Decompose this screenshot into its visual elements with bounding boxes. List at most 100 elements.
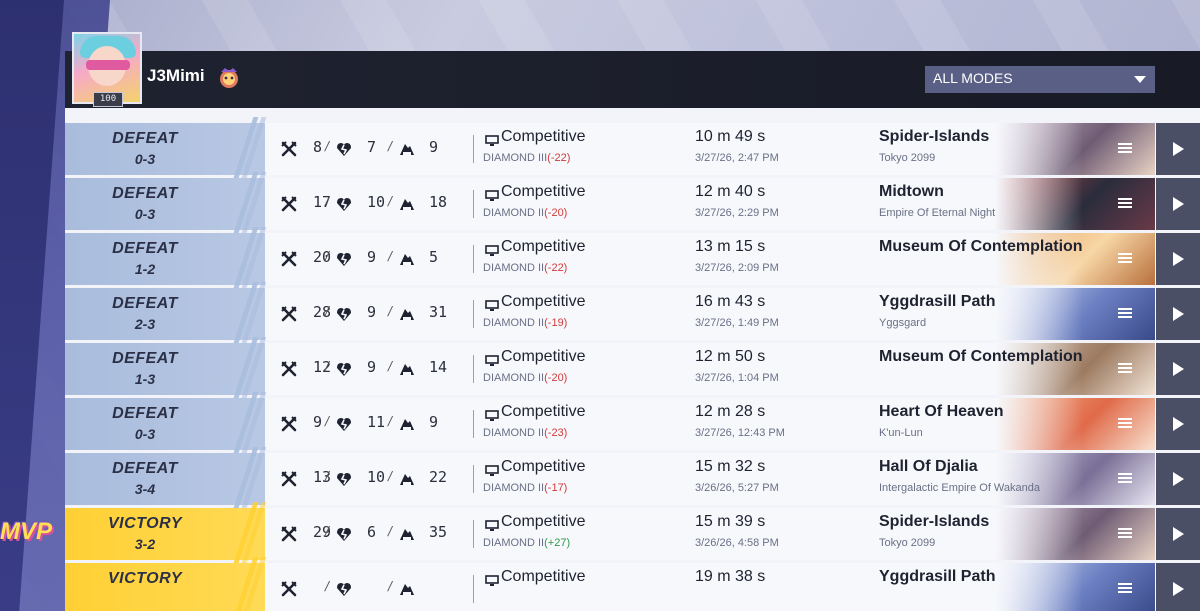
rank-info: DIAMOND III(-22) xyxy=(483,152,570,164)
menu-icon[interactable] xyxy=(1117,415,1133,431)
match-row[interactable]: DEFEAT 0-3 8/7/9 Competitive DIAMOND III(-22… xyxy=(65,117,1200,181)
kills-icon xyxy=(280,250,298,268)
match-row[interactable]: DEFEAT 0-3 17/10/18 Competitive DIAMOND II(-… xyxy=(65,172,1200,236)
kills-count: 20 xyxy=(313,248,332,266)
map-artwork xyxy=(995,453,1155,505)
kills-count: 8 xyxy=(313,138,323,156)
map-artwork xyxy=(995,123,1155,175)
rank-tier: DIAMOND II xyxy=(483,262,545,274)
match-row[interactable]: VICTORY / / Competitive 19 m 38 s Yggdrasill … xyxy=(65,557,1200,611)
map-artwork xyxy=(995,343,1155,395)
replay-button[interactable] xyxy=(1156,398,1200,450)
kills-count: 29 xyxy=(313,523,332,541)
kills-count: 13 xyxy=(313,468,332,486)
match-duration: 15 m 32 s xyxy=(695,458,766,475)
menu-icon[interactable] xyxy=(1117,195,1133,211)
map-region: Yggsgard xyxy=(879,317,927,329)
replay-button[interactable] xyxy=(1156,453,1200,505)
rank-info: DIAMOND II(-19) xyxy=(483,317,567,329)
mode-filter-dropdown[interactable]: ALL MODES xyxy=(925,66,1155,93)
result-accent xyxy=(232,557,267,611)
result-label: VICTORY xyxy=(107,515,183,532)
kills-count: 28 xyxy=(313,303,332,321)
result-accent xyxy=(232,117,267,181)
match-result: DEFEAT 2-3 xyxy=(65,288,265,340)
map-artwork-fade xyxy=(995,508,1155,560)
rank-delta: (-23) xyxy=(544,427,568,439)
menu-icon[interactable] xyxy=(1117,140,1133,156)
game-mode: Competitive xyxy=(501,568,586,585)
monitor-icon xyxy=(485,517,499,531)
monitor-icon xyxy=(485,572,499,586)
avatar-glasses xyxy=(86,60,130,70)
replay-button[interactable] xyxy=(1156,508,1200,560)
deaths-icon xyxy=(335,305,353,323)
menu-icon[interactable] xyxy=(1117,580,1133,596)
map-region: Tokyo 2099 xyxy=(879,537,936,549)
map-artwork-fade xyxy=(995,398,1155,450)
assists-icon xyxy=(398,470,416,488)
match-result: DEFEAT 1-3 xyxy=(65,343,265,395)
map-artwork-fade xyxy=(995,233,1155,285)
menu-icon[interactable] xyxy=(1117,470,1133,486)
match-row[interactable]: DEFEAT 1-2 20/9/5 Competitive DIAMOND II(-22… xyxy=(65,227,1200,291)
match-row[interactable]: VICTORY 3-2 29/6/35 Competitive DIAMOND II(+… xyxy=(65,502,1200,566)
result-label: DEFEAT xyxy=(112,460,178,477)
result-accent xyxy=(232,447,267,511)
map-artwork-fade xyxy=(995,123,1155,175)
rank-info: DIAMOND II(-20) xyxy=(483,372,567,384)
kda-separator: / xyxy=(325,249,330,263)
monitor-icon xyxy=(485,407,499,421)
replay-button[interactable] xyxy=(1156,178,1200,230)
menu-icon[interactable] xyxy=(1117,360,1133,376)
replay-button[interactable] xyxy=(1156,123,1200,175)
map-name: Midtown xyxy=(879,183,944,200)
kda-separator: / xyxy=(325,524,330,538)
menu-icon-bar xyxy=(1118,261,1132,263)
kda-separator: / xyxy=(388,304,393,318)
deaths-icon xyxy=(335,360,353,378)
kda-separator: / xyxy=(325,414,330,428)
replay-button[interactable] xyxy=(1156,563,1200,611)
menu-icon-bar xyxy=(1118,253,1132,255)
menu-icon[interactable] xyxy=(1117,250,1133,266)
deaths-icon xyxy=(335,250,353,268)
play-icon xyxy=(1173,527,1184,541)
kills-icon xyxy=(280,305,298,323)
match-datetime: 3/27/26, 1:04 PM xyxy=(695,372,779,384)
rank-tier: DIAMOND II xyxy=(483,207,545,219)
menu-icon[interactable] xyxy=(1117,525,1133,541)
replay-button[interactable] xyxy=(1156,288,1200,340)
map-name: Museum Of Contemplation xyxy=(879,238,1083,255)
assists-icon xyxy=(398,580,416,598)
deaths-count: 7 xyxy=(367,138,377,156)
column-divider xyxy=(473,245,474,273)
result-label: DEFEAT xyxy=(112,185,178,202)
result-score: 1-3 xyxy=(134,371,156,387)
map-artwork xyxy=(995,398,1155,450)
rank-tier: DIAMOND II xyxy=(483,537,545,549)
rank-info: DIAMOND II(-22) xyxy=(483,262,567,274)
replay-button[interactable] xyxy=(1156,233,1200,285)
menu-icon[interactable] xyxy=(1117,305,1133,321)
deaths-icon xyxy=(335,140,353,158)
result-label: DEFEAT xyxy=(112,130,178,147)
match-duration: 16 m 43 s xyxy=(695,293,766,310)
match-row[interactable]: DEFEAT 0-3 9/11/9 Competitive DIAMOND II(-23… xyxy=(65,392,1200,456)
result-accent xyxy=(232,337,267,401)
deaths-count: 9 xyxy=(367,358,377,376)
match-row[interactable]: DEFEAT 2-3 28/9/31 Competitive DIAMOND II(-1… xyxy=(65,282,1200,346)
menu-icon-bar xyxy=(1118,426,1132,428)
map-region: Tokyo 2099 xyxy=(879,152,936,164)
match-row[interactable]: DEFEAT 1-3 12/9/14 Competitive DIAMOND II(-2… xyxy=(65,337,1200,401)
match-row[interactable]: DEFEAT 3-4 13/10/22 Competitive DIAMOND II(-… xyxy=(65,447,1200,511)
kda-separator: / xyxy=(388,249,393,263)
kda-separator: / xyxy=(388,194,393,208)
monitor-icon xyxy=(485,242,499,256)
column-divider xyxy=(473,575,474,603)
result-accent xyxy=(232,502,267,566)
kills-icon xyxy=(280,195,298,213)
kda-separator: / xyxy=(325,579,330,593)
replay-button[interactable] xyxy=(1156,343,1200,395)
column-divider xyxy=(473,465,474,493)
